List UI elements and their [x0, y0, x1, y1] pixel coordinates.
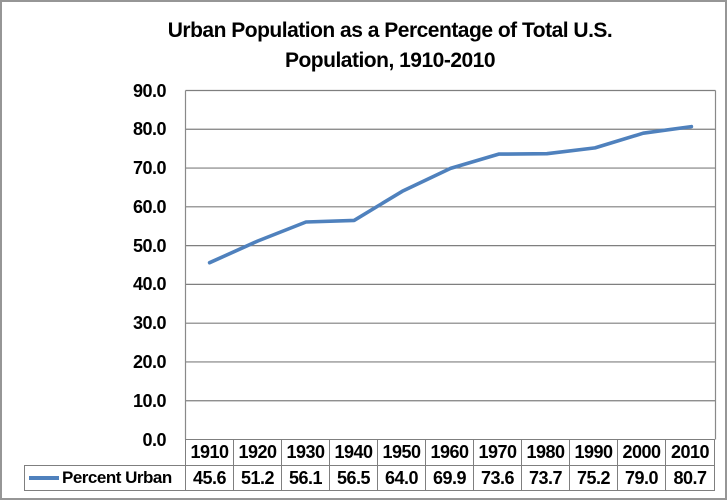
data-table-value: 64.0	[378, 466, 426, 490]
data-table-value: 73.6	[474, 466, 522, 490]
data-table-value: 45.6	[186, 466, 234, 490]
chart-title: Urban Population as a Percentage of Tota…	[65, 16, 715, 76]
data-table-row: Percent Urban 45.6 51.2 56.1 56.5 64.0 69.9 73…	[24, 465, 715, 491]
legend-label: Percent Urban	[62, 468, 172, 487]
data-table-value: 73.7	[522, 466, 570, 490]
y-axis-tick-label: 80.0	[132, 119, 167, 140]
data-table-value: 79.0	[618, 466, 666, 490]
chart-title-line2: Population, 1910-2010	[284, 49, 496, 72]
x-axis-category-label: 1950	[378, 440, 426, 465]
data-table-value: 56.1	[282, 466, 330, 490]
x-axis-category-label: 1960	[426, 440, 474, 465]
chart-title-line1: Urban Population as a Percentage of Tota…	[167, 19, 613, 42]
y-axis-tick-label: 0.0	[142, 429, 166, 450]
x-axis-category-label: 1970	[474, 440, 522, 465]
x-axis-category-label: 2010	[670, 442, 710, 462]
x-axis-category-row: 1910 1920 1930 1940 1950 1960 1970 1980 1990 2000…	[185, 439, 715, 465]
data-table-value: 69.9	[426, 466, 474, 490]
y-axis-tick-label: 70.0	[132, 158, 167, 179]
line-series-legend-key-icon	[29, 476, 59, 480]
x-axis-category-label: 1930	[282, 440, 330, 465]
y-axis-tick-label: 40.0	[132, 274, 167, 295]
x-axis-category-label: 1980	[522, 440, 570, 465]
percent-urban-line-series	[207, 124, 694, 265]
y-axis-tick-label: 60.0	[132, 196, 167, 217]
y-axis-tick-label: 20.0	[132, 351, 167, 372]
data-table-value: 80.7	[673, 467, 707, 488]
x-axis-category-label: 1990	[570, 440, 618, 465]
data-table-value: 51.2	[234, 466, 282, 490]
x-axis-category-label: 2000	[618, 440, 666, 465]
x-axis-category-label: 1910	[186, 440, 234, 465]
x-axis-category-label: 1920	[234, 440, 282, 465]
y-axis-tick-label: 30.0	[132, 313, 167, 334]
data-table-value: 75.2	[570, 466, 618, 490]
data-table-value: 56.5	[330, 466, 378, 490]
x-axis-category-label: 1940	[330, 440, 378, 465]
y-axis-tick-label: 50.0	[132, 235, 167, 256]
y-axis-tick-label: 90.0	[132, 80, 167, 101]
y-axis-tick-label: 10.0	[132, 390, 167, 411]
legend-item: Percent Urban	[25, 466, 186, 490]
